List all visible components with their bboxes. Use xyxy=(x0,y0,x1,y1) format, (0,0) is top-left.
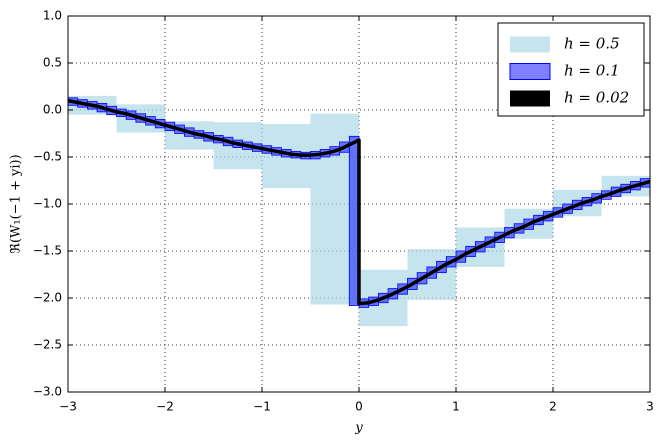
plot-area xyxy=(67,95,651,327)
x-tick-label: −3 xyxy=(59,400,77,414)
y-tick-label: −1.5 xyxy=(33,244,62,258)
y-tick-label: 1.0 xyxy=(43,9,62,23)
legend-swatch xyxy=(510,90,550,107)
enclosure-line xyxy=(67,98,651,306)
x-tick-label: 3 xyxy=(646,400,654,414)
x-tick-label: 2 xyxy=(549,400,557,414)
y-tick-label: −3.0 xyxy=(33,385,62,399)
x-axis-label: y xyxy=(354,421,363,436)
legend: h = 0.5 h = 0.1 h = 0.02 xyxy=(497,22,645,117)
legend-swatch xyxy=(510,36,550,53)
y-tick-label: −0.5 xyxy=(33,150,62,164)
legend-label: h = 0.1 xyxy=(564,62,620,80)
x-tick-label: −1 xyxy=(253,400,271,414)
y-tick-label: −1.0 xyxy=(33,197,62,211)
x-tick-label: 0 xyxy=(355,400,363,414)
legend-label: h = 0.5 xyxy=(564,35,620,53)
ticks: −3 −2 −1 0 1 2 3 −3.0 −2.5 −2.0 −1.5 −1.0 −0.5 0.0 0.5… xyxy=(33,9,654,414)
y-tick-label: 0.0 xyxy=(43,103,62,117)
y-tick-label: −2.5 xyxy=(33,338,62,352)
x-tick-label: 1 xyxy=(452,400,460,414)
y-axis-label: ℜ(W₁(−1 + yi)) xyxy=(9,154,24,253)
y-tick-label: −2.0 xyxy=(33,291,62,305)
y-tick-label: 0.5 xyxy=(43,56,62,70)
legend-swatch xyxy=(509,63,551,80)
x-tick-label: −2 xyxy=(156,400,174,414)
legend-label: h = 0.02 xyxy=(564,89,629,107)
